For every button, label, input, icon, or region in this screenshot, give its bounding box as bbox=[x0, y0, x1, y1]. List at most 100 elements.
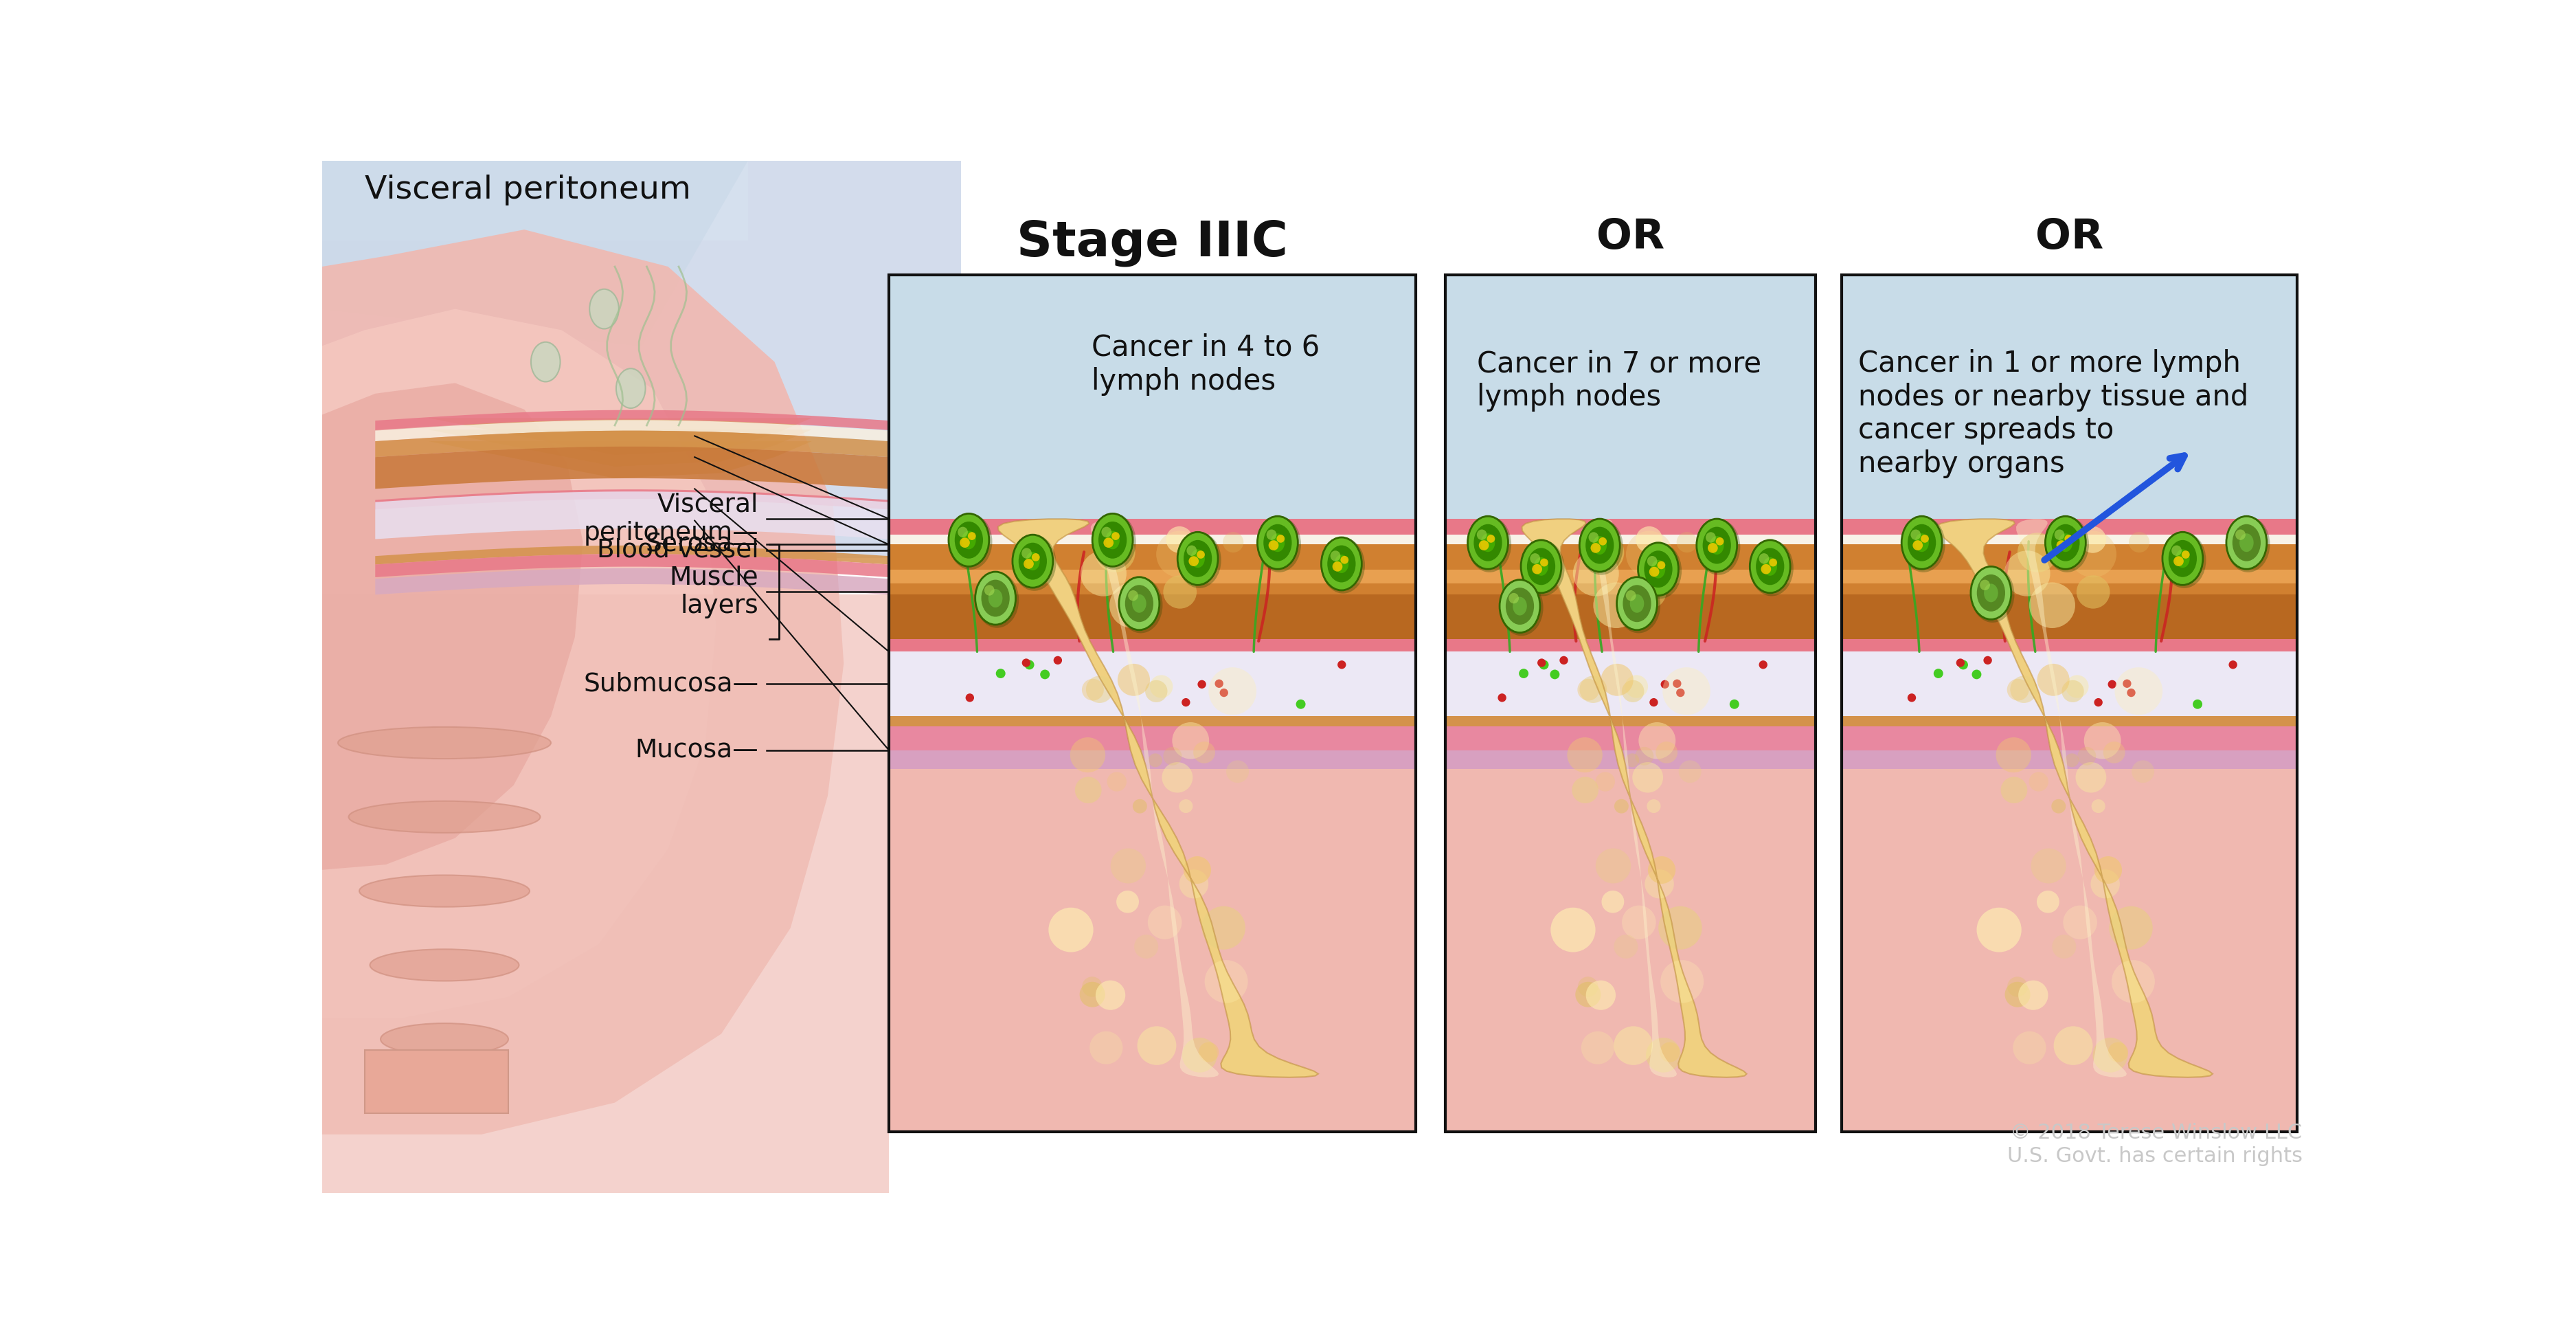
Ellipse shape bbox=[1656, 561, 1664, 570]
Circle shape bbox=[1638, 722, 1674, 758]
Circle shape bbox=[1180, 870, 1208, 898]
Ellipse shape bbox=[1757, 548, 1785, 586]
Polygon shape bbox=[997, 519, 1319, 1077]
Ellipse shape bbox=[1749, 540, 1793, 596]
Ellipse shape bbox=[1473, 524, 1502, 561]
Circle shape bbox=[2079, 527, 2107, 553]
Ellipse shape bbox=[1759, 553, 1770, 564]
Polygon shape bbox=[889, 535, 1417, 544]
Ellipse shape bbox=[1113, 532, 1121, 540]
Ellipse shape bbox=[1092, 513, 1136, 570]
Ellipse shape bbox=[1698, 519, 1741, 575]
Circle shape bbox=[2128, 532, 2148, 552]
Ellipse shape bbox=[2161, 532, 2205, 588]
Circle shape bbox=[2092, 1037, 2128, 1072]
Circle shape bbox=[1577, 982, 1600, 1008]
Ellipse shape bbox=[1623, 586, 1651, 622]
Ellipse shape bbox=[1126, 586, 1154, 622]
Ellipse shape bbox=[1631, 594, 1643, 612]
Circle shape bbox=[1625, 753, 1638, 766]
Polygon shape bbox=[889, 716, 1417, 726]
Ellipse shape bbox=[1507, 588, 1533, 624]
Ellipse shape bbox=[1976, 575, 2004, 611]
Ellipse shape bbox=[2161, 532, 2202, 586]
Circle shape bbox=[1646, 799, 1662, 813]
Circle shape bbox=[1054, 657, 1061, 665]
Ellipse shape bbox=[948, 513, 992, 570]
Ellipse shape bbox=[1479, 540, 1489, 551]
Circle shape bbox=[2112, 959, 2156, 1004]
Circle shape bbox=[1615, 799, 1628, 813]
Circle shape bbox=[1110, 583, 1157, 628]
Circle shape bbox=[1656, 741, 1677, 764]
Circle shape bbox=[2020, 981, 2048, 1010]
Polygon shape bbox=[1445, 570, 1816, 583]
Circle shape bbox=[1025, 661, 1033, 670]
Ellipse shape bbox=[1103, 537, 1113, 548]
Ellipse shape bbox=[531, 342, 559, 382]
Polygon shape bbox=[1842, 570, 2298, 583]
Ellipse shape bbox=[1710, 536, 1723, 555]
Polygon shape bbox=[889, 275, 1417, 1132]
Ellipse shape bbox=[1698, 519, 1736, 572]
Circle shape bbox=[1182, 856, 1211, 883]
Circle shape bbox=[2012, 1032, 2045, 1064]
Ellipse shape bbox=[1486, 535, 1494, 543]
Ellipse shape bbox=[1327, 545, 1355, 583]
Circle shape bbox=[2069, 531, 2117, 578]
Ellipse shape bbox=[1481, 533, 1494, 552]
Circle shape bbox=[1079, 551, 1126, 596]
Circle shape bbox=[2030, 772, 2048, 792]
Circle shape bbox=[1538, 658, 1546, 667]
Ellipse shape bbox=[1533, 564, 1543, 574]
Polygon shape bbox=[322, 310, 716, 1018]
Circle shape bbox=[1520, 669, 1528, 678]
Circle shape bbox=[1164, 746, 1182, 765]
Text: Submucosa—: Submucosa— bbox=[582, 671, 757, 697]
Ellipse shape bbox=[2045, 516, 2089, 572]
Ellipse shape bbox=[2058, 533, 2074, 552]
Polygon shape bbox=[889, 544, 1417, 595]
Ellipse shape bbox=[1270, 533, 1285, 552]
Ellipse shape bbox=[1267, 540, 1278, 551]
Ellipse shape bbox=[2226, 516, 2269, 572]
Circle shape bbox=[1226, 760, 1249, 783]
Polygon shape bbox=[889, 275, 1417, 519]
Circle shape bbox=[1649, 856, 1674, 883]
Circle shape bbox=[1149, 906, 1182, 939]
Polygon shape bbox=[1842, 726, 2298, 750]
Polygon shape bbox=[428, 418, 811, 456]
Ellipse shape bbox=[2233, 524, 2262, 561]
Polygon shape bbox=[1445, 651, 1816, 716]
Circle shape bbox=[1984, 657, 1991, 665]
Circle shape bbox=[1680, 760, 1700, 783]
Ellipse shape bbox=[1638, 543, 1682, 599]
Ellipse shape bbox=[1499, 580, 1543, 635]
Circle shape bbox=[1677, 532, 1698, 552]
Ellipse shape bbox=[1257, 516, 1298, 570]
Ellipse shape bbox=[1638, 543, 1680, 595]
Ellipse shape bbox=[981, 580, 1010, 616]
Ellipse shape bbox=[961, 537, 969, 548]
Circle shape bbox=[1133, 934, 1159, 958]
Circle shape bbox=[1662, 681, 1669, 689]
Ellipse shape bbox=[1510, 592, 1520, 603]
Circle shape bbox=[1636, 527, 1662, 553]
Circle shape bbox=[2092, 799, 2105, 813]
Ellipse shape bbox=[1587, 527, 1613, 564]
Ellipse shape bbox=[1579, 519, 1620, 572]
Ellipse shape bbox=[1128, 591, 1139, 600]
Circle shape bbox=[1600, 663, 1633, 695]
Circle shape bbox=[2053, 934, 2076, 958]
Polygon shape bbox=[889, 639, 1417, 651]
Text: Mucosa—: Mucosa— bbox=[636, 738, 757, 762]
Ellipse shape bbox=[1708, 543, 1718, 553]
Ellipse shape bbox=[2239, 533, 2254, 552]
Circle shape bbox=[2017, 533, 2058, 572]
Ellipse shape bbox=[1188, 545, 1198, 556]
Ellipse shape bbox=[1105, 531, 1121, 549]
Polygon shape bbox=[1090, 519, 1218, 1077]
Circle shape bbox=[1087, 675, 1113, 704]
Circle shape bbox=[1636, 746, 1654, 765]
Ellipse shape bbox=[1257, 516, 1301, 572]
